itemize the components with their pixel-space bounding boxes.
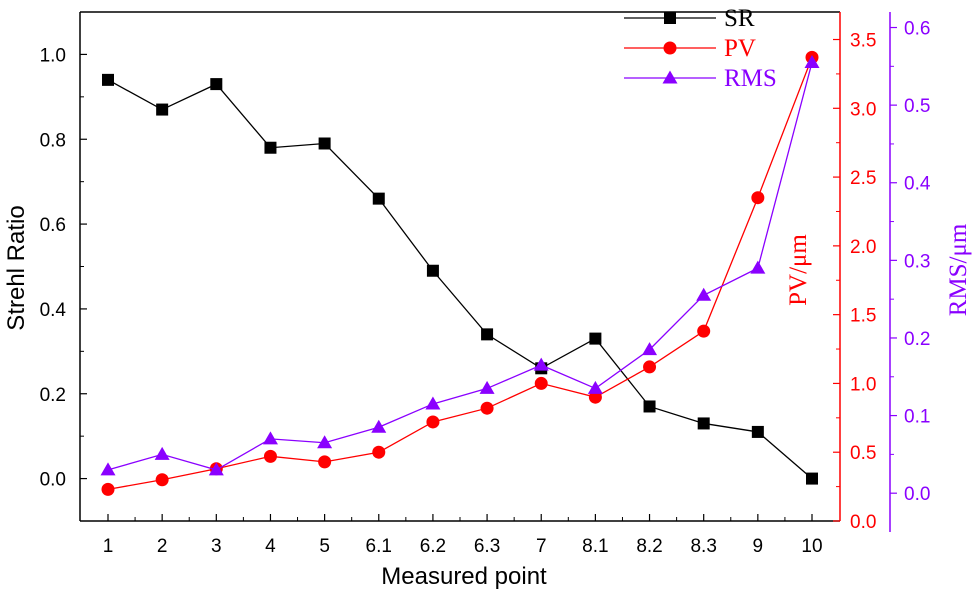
series-pv-point <box>643 360 657 374</box>
series-sr-point <box>751 425 764 438</box>
left-axis-title: Strehl Ratio <box>3 205 30 330</box>
series-rms-point <box>750 260 766 274</box>
left-tick-label: 0.8 <box>40 130 66 151</box>
series-pv-point <box>751 191 765 205</box>
series-pv-point <box>480 401 494 415</box>
rms-tick-label: 0.5 <box>904 96 930 117</box>
pv-axis-title: PV/μm <box>785 234 812 306</box>
series-rms-point <box>425 396 441 410</box>
series-rms-point <box>533 357 549 371</box>
series-rms-point <box>587 380 603 394</box>
legend-marker-pv <box>663 41 677 55</box>
series-sr-point <box>697 417 710 430</box>
series-rms-point <box>371 419 387 433</box>
series-sr-point <box>210 78 223 91</box>
pv-tick-label: 0.0 <box>850 512 876 533</box>
rms-tick-label: 0.0 <box>904 484 930 505</box>
series-sr-point <box>156 103 169 116</box>
left-tick-label: 0.2 <box>40 385 66 406</box>
pv-tick-label: 2.5 <box>850 168 876 189</box>
series-pv-point <box>318 455 332 469</box>
series-sr-point <box>589 332 602 345</box>
pv-tick-label: 2.0 <box>850 237 876 258</box>
rms-tick-label: 0.3 <box>904 251 930 272</box>
left-tick-label: 0.4 <box>40 300 67 321</box>
x-tick-label: 1 <box>103 536 114 557</box>
series-rms-point <box>154 446 170 460</box>
legend-marker-rms <box>662 70 678 84</box>
series-layer <box>100 50 820 496</box>
rms-tick-label: 0.1 <box>904 407 930 428</box>
x-tick-label: 7 <box>536 536 547 557</box>
x-tick-label: 8.1 <box>582 536 608 557</box>
series-pv-point <box>426 415 440 429</box>
series-pv-line <box>107 57 813 490</box>
pv-tick-label: 1.5 <box>850 306 876 327</box>
x-axis-title: Measured point <box>381 563 547 590</box>
x-tick-label: 3 <box>211 536 222 557</box>
pv-tick-label: 1.0 <box>850 374 876 395</box>
series-rms-point <box>479 380 495 394</box>
x-tick-label: 5 <box>319 536 330 557</box>
legend-label-sr: SR <box>724 5 755 32</box>
series-rms-point <box>262 431 278 445</box>
legend-marker-sr <box>664 12 676 24</box>
series-pv-point <box>372 445 386 459</box>
rms-tick-label: 0.4 <box>904 174 931 195</box>
x-tick-label: 2 <box>157 536 168 557</box>
series-sr-line <box>107 79 813 480</box>
series-rms-point <box>804 54 820 68</box>
legend: SR PV RMS <box>624 5 777 92</box>
series-rms-point <box>208 462 224 476</box>
series-rms-point <box>317 435 333 449</box>
series-sr-point <box>102 73 114 86</box>
x-tick-label: 8.3 <box>690 536 716 557</box>
x-tick-label: 6.3 <box>474 536 500 557</box>
series-sr-point <box>264 141 277 154</box>
rms-tick-label: 0.6 <box>904 19 930 40</box>
series-rms-point <box>100 462 116 476</box>
x-tick-label: 4 <box>265 536 276 557</box>
series-pv-point <box>263 449 277 463</box>
x-tick-label: 8.2 <box>636 536 662 557</box>
series-rms-line <box>107 62 813 471</box>
rms-tick-label: 0.2 <box>904 329 930 350</box>
rms-axis-title: RMS/μm <box>945 223 972 316</box>
series-sr-point <box>481 328 494 341</box>
series-sr-point <box>426 264 439 277</box>
series-pv-point <box>534 376 548 390</box>
series-rms-point <box>642 342 658 356</box>
x-tick-label: 6.1 <box>366 536 392 557</box>
series-sr-point <box>372 192 385 205</box>
axes: 1 2 3 4 5 6.1 6.2 6.3 7 8.1 8.2 8.3 9 10 0.0 0.2 0.4 0.6 0… <box>40 11 931 557</box>
series-pv-point <box>697 324 711 338</box>
series-pv <box>101 50 819 496</box>
series-sr-point <box>318 137 331 150</box>
legend-label-pv: PV <box>724 35 756 62</box>
legend-label-rms: RMS <box>724 65 777 92</box>
series-sr-point <box>806 472 818 485</box>
series-pv-point <box>155 473 169 487</box>
series-pv-point <box>101 482 115 496</box>
left-tick-label: 0.6 <box>40 215 66 236</box>
pv-tick-label: 3.0 <box>850 99 876 120</box>
pv-tick-label: 3.5 <box>850 31 876 52</box>
x-tick-label: 10 <box>801 536 822 557</box>
series-rms-point <box>696 287 712 301</box>
series-sr-point <box>643 400 656 413</box>
x-tick-label: 9 <box>753 536 764 557</box>
series-sr <box>102 73 818 485</box>
left-tick-label: 0.0 <box>40 470 66 491</box>
left-tick-label: 1.0 <box>40 45 66 66</box>
x-tick-label: 6.2 <box>420 536 446 557</box>
pv-tick-label: 0.5 <box>850 443 876 464</box>
series-rms <box>100 54 820 476</box>
series-pv-point <box>588 390 602 404</box>
